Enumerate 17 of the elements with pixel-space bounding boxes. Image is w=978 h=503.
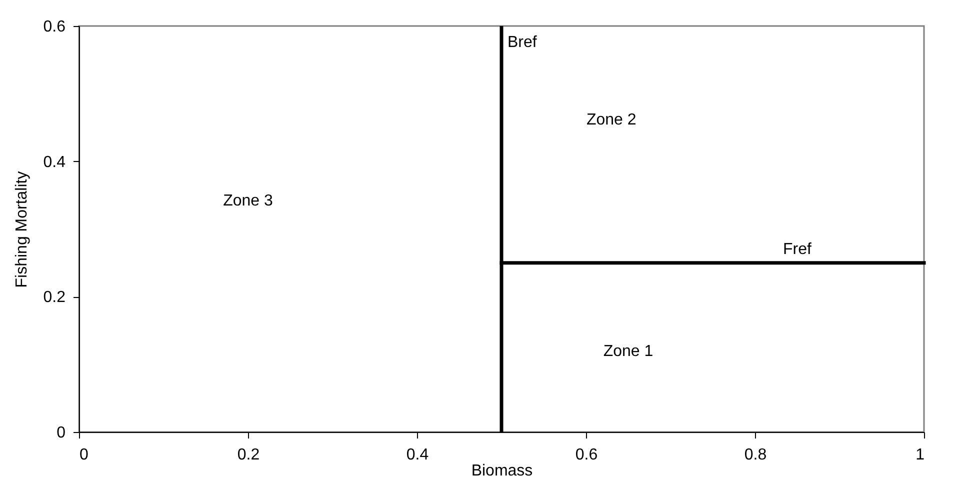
ref-line-label: Bref [508,34,538,51]
y-tick-label: 0.6 [43,18,66,36]
annotation: Zone 2 [586,111,636,128]
annotation: Zone 3 [223,192,274,210]
y-axis-title: Fishing Mortality [13,171,30,288]
y-tick-label: 0 [56,424,66,442]
x-tick-label: 1 [916,446,925,464]
x-tick-label: 0.8 [744,446,767,464]
x-tick-label: 0.2 [237,446,260,464]
x-axis-title: Biomass [471,462,533,480]
series-label: Fref [783,240,812,258]
y-tick-label: 0.4 [43,154,66,171]
x-tick-label: 0.4 [406,446,429,464]
x-tick-label: 0 [80,446,88,464]
annotation: Zone 1 [603,342,654,360]
y-tick-label: 0.2 [43,289,66,306]
x-tick-label: 0.6 [575,446,598,464]
